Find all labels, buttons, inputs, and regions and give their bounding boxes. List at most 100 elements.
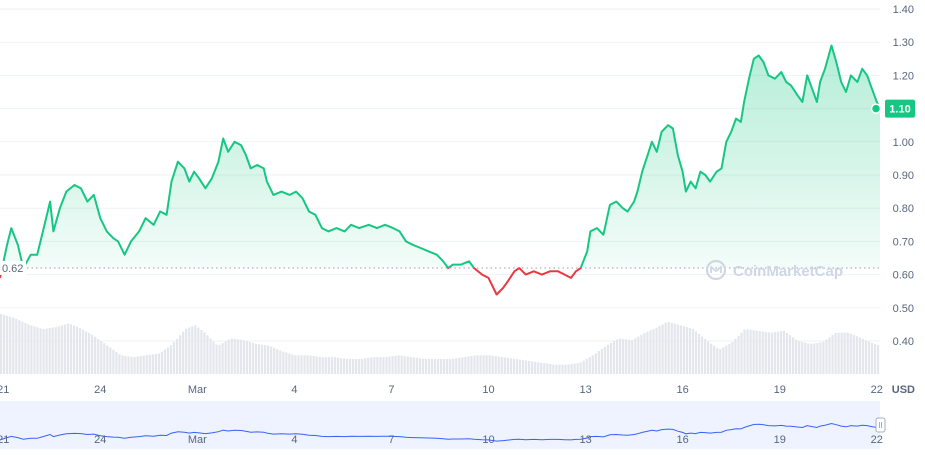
volume-bar <box>840 332 843 374</box>
coinmarketcap-wordmark: CoinMarketCap <box>733 263 843 280</box>
volume-bar <box>807 343 810 374</box>
volume-bar <box>670 322 673 374</box>
volume-bar <box>379 357 382 374</box>
volume-bar <box>597 351 600 374</box>
volume-bar <box>485 355 488 374</box>
volume-bar <box>36 327 39 374</box>
y-tick-label: 0.50 <box>893 303 914 315</box>
volume-bar <box>400 355 403 374</box>
volume-bar <box>822 341 825 374</box>
volume-bar <box>336 357 340 374</box>
current-price-dot <box>870 103 882 114</box>
volume-bar <box>679 325 682 374</box>
volume-bar <box>864 340 868 374</box>
volume-bar <box>543 363 546 374</box>
navigator-handle-right[interactable] <box>875 417 886 433</box>
x-tick-label: 22 <box>871 384 883 396</box>
y-axis: 1.401.301.201.101.000.900.800.700.600.50… <box>893 4 914 348</box>
y-tick-label: 1.30 <box>893 37 914 49</box>
range-navigator[interactable]: 21 24 Mar 4 7 10 13 16 19 22 <box>0 401 886 449</box>
navigator-background <box>0 401 880 449</box>
volume-bar <box>591 355 594 374</box>
volume-bar <box>549 364 552 374</box>
volume-bar <box>779 331 783 374</box>
volume-bar <box>3 314 6 374</box>
x-tick-label: 4 <box>291 384 297 396</box>
volume-bar <box>873 344 877 374</box>
volume-bar <box>564 364 567 374</box>
volume-bar <box>12 317 15 374</box>
volume-bar <box>576 363 579 374</box>
volume-bar <box>552 364 555 374</box>
navigator-x-tick-label: 4 <box>291 434 297 446</box>
baseline-label: 0.62 <box>0 260 26 275</box>
volume-bar <box>734 338 737 374</box>
volume-bar <box>509 358 512 374</box>
volume-bar <box>33 326 36 374</box>
price-area-fill <box>2 45 880 268</box>
volume-bar <box>603 346 607 374</box>
volume-bar <box>321 357 324 374</box>
volume-bar <box>154 353 157 374</box>
volume-bar <box>649 330 652 374</box>
volume-bar <box>151 354 154 374</box>
volume-bars <box>0 314 880 374</box>
volume-bar <box>567 364 570 374</box>
volume-bar <box>309 355 312 374</box>
volume-bar <box>491 355 494 374</box>
volume-bar <box>406 356 409 374</box>
volume-bar <box>673 323 676 374</box>
volume-bar <box>688 327 692 374</box>
volume-bar <box>382 357 385 374</box>
navigator-x-tick-label: 24 <box>94 434 106 446</box>
volume-bar <box>427 359 431 374</box>
volume-bar <box>512 358 516 374</box>
volume-bar <box>57 326 60 374</box>
volume-bar <box>361 358 364 374</box>
volume-bar <box>819 342 822 374</box>
x-axis: 21 24 Mar 4 7 10 13 16 19 22 <box>0 384 883 396</box>
volume-bar <box>579 362 582 374</box>
navigator-x-tick-label: 13 <box>579 434 591 446</box>
volume-bar <box>792 337 795 374</box>
volume-bar <box>685 327 688 374</box>
navigator-x-tick-label: 7 <box>388 434 394 446</box>
volume-bar <box>339 358 343 374</box>
volume-bar <box>0 314 3 374</box>
volume-bar <box>752 330 755 374</box>
volume-bar <box>855 336 858 374</box>
volume-bar <box>303 355 306 374</box>
volume-bar <box>300 355 303 374</box>
volume-bar <box>367 357 370 374</box>
volume-bar <box>876 344 880 374</box>
volume-bar <box>761 331 764 374</box>
volume-bar <box>634 338 637 374</box>
volume-bar <box>100 341 103 374</box>
volume-bar <box>531 361 534 374</box>
volume-bar <box>418 358 421 374</box>
volume-bar <box>837 332 840 374</box>
volume-bar <box>594 353 597 374</box>
volume-bar <box>804 342 807 374</box>
volume-bar <box>145 355 148 374</box>
volume-bar <box>376 357 379 374</box>
volume-bar <box>191 326 194 374</box>
volume-bar <box>795 339 798 374</box>
volume-bar <box>15 318 18 374</box>
volume-bar <box>157 353 160 374</box>
volume-bar <box>421 358 424 374</box>
volume-bar <box>358 359 361 374</box>
x-tick-label: 19 <box>774 384 786 396</box>
volume-bar <box>221 343 224 374</box>
navigator-x-tick-label: 16 <box>677 434 689 446</box>
volume-bar <box>148 354 151 374</box>
volume-bar <box>352 359 355 374</box>
volume-bar <box>449 359 452 374</box>
volume-bar <box>315 356 318 374</box>
volume-bar <box>115 352 118 374</box>
volume-bar <box>506 357 509 374</box>
volume-bar <box>655 327 658 374</box>
volume-bar <box>227 339 230 374</box>
